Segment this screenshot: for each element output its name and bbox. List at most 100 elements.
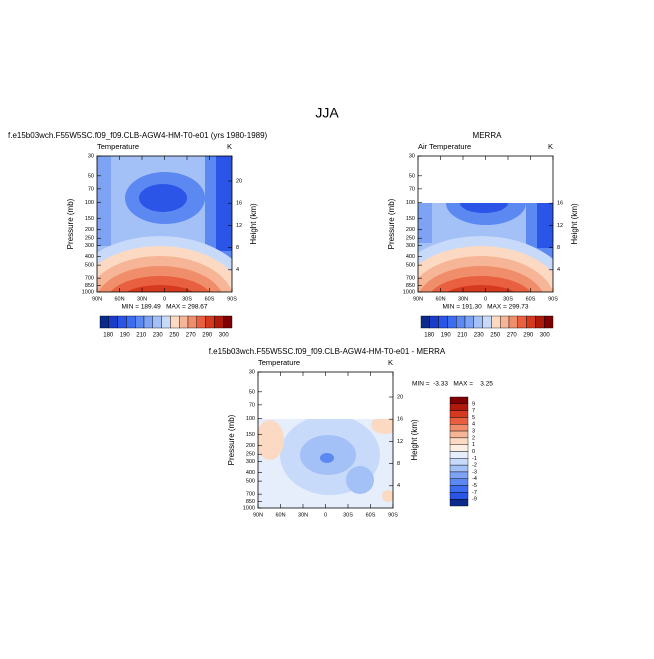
y-tick-label: 70 <box>88 186 94 192</box>
y-tick-label: 50 <box>409 173 415 179</box>
colorbar-box <box>447 315 457 329</box>
colorbar-label: 250 <box>490 333 501 339</box>
y-tick-label: 70 <box>409 186 415 192</box>
units: K <box>548 142 553 151</box>
colorbar-label: -5 <box>472 483 477 489</box>
x-tick-label: 90N <box>92 296 102 302</box>
y-tick-label: 850 <box>246 499 255 505</box>
colorbar-label: 290 <box>202 333 213 339</box>
colorbar-label: 230 <box>153 333 164 339</box>
y2-tick-label: 20 <box>397 394 403 400</box>
colorbar-box <box>178 315 189 329</box>
colorbar-box <box>449 471 469 479</box>
colorbar-box <box>449 437 469 445</box>
colorbar-box <box>508 315 519 329</box>
y-tick-label: 70 <box>249 402 255 408</box>
y-tick-label: 100 <box>246 416 255 422</box>
colorbar-box <box>535 315 545 329</box>
colorbar-box <box>117 315 127 329</box>
y-tick-label: 50 <box>249 389 255 395</box>
y2-axis-label: Height (km) <box>570 203 579 245</box>
colorbar-label: -3 <box>472 469 477 475</box>
subtitle: Temperature <box>97 142 139 151</box>
x-tick-label: 30N <box>458 296 468 302</box>
colorbar-label: -9 <box>472 497 477 503</box>
y2-tick-label: 4 <box>236 267 239 273</box>
colorbar-box <box>108 315 118 329</box>
y-tick-label: 150 <box>406 216 415 222</box>
y-tick-label: 1000 <box>403 289 415 295</box>
min-max: MIN = -3.33 MAX = 3.25 <box>412 381 493 388</box>
y-tick-label: 400 <box>85 254 94 260</box>
y-tick-label: 500 <box>85 263 94 269</box>
y2-tick-label: 8 <box>236 245 239 251</box>
y2-tick-label: 4 <box>397 483 400 489</box>
y-tick-label: 30 <box>249 369 255 375</box>
x-tick-label: 0 <box>324 512 327 518</box>
colorbar-box <box>449 396 469 405</box>
y2-tick-label: 12 <box>397 439 403 445</box>
colorbar-label: 190 <box>441 333 452 339</box>
y-tick-label: 100 <box>85 200 94 206</box>
colorbar-box <box>526 315 536 329</box>
colorbar-box <box>482 315 492 329</box>
x-tick-label: 30S <box>182 296 192 302</box>
colorbar-label: 210 <box>136 333 147 339</box>
colorbar-label: -1 <box>472 456 477 462</box>
colorbar-box <box>449 403 469 411</box>
y-tick-label: 250 <box>85 236 94 242</box>
colorbar-box <box>429 315 439 329</box>
y-tick-label: 30 <box>88 153 94 159</box>
colorbar-label: 230 <box>474 333 485 339</box>
y-tick-label: 250 <box>246 452 255 458</box>
x-tick-label: 30S <box>503 296 513 302</box>
y-tick-label: 150 <box>85 216 94 222</box>
colorbar-box <box>449 464 469 473</box>
chart-title: f.e15b03wch.F55W5SC.f09_f09.CLB-AGW4-HM-… <box>209 347 446 356</box>
y-tick-label: 200 <box>246 443 255 449</box>
colorbar-box <box>449 485 469 493</box>
colorbar-box <box>544 315 554 329</box>
colorbar-box <box>491 315 501 329</box>
colorbar-box <box>143 315 154 329</box>
colorbar-label: 7 <box>472 408 475 414</box>
y2-axis-label: Height (km) <box>249 203 258 245</box>
colorbar-box <box>449 410 469 418</box>
colorbar-box <box>473 315 483 329</box>
colorbar-label: 1 <box>472 442 475 448</box>
colorbar-box <box>517 315 527 329</box>
colorbar-box <box>99 315 110 329</box>
y2-tick-label: 8 <box>557 245 560 251</box>
colorbar-label: -2 <box>472 463 477 469</box>
y-tick-label: 500 <box>406 263 415 269</box>
colorbar-label: 210 <box>457 333 468 339</box>
colorbar-label: 9 <box>472 401 475 407</box>
chart-title: MERRA <box>473 131 503 140</box>
y-tick-label: 30 <box>409 153 415 159</box>
colorbar-box <box>187 315 198 329</box>
colorbar-box <box>205 315 215 329</box>
y2-tick-label: 12 <box>236 223 242 229</box>
x-tick-label: 60S <box>526 296 536 302</box>
y2-tick-label: 8 <box>397 461 400 467</box>
colorbar-label: 0 <box>472 449 475 455</box>
x-tick-label: 90S <box>388 512 398 518</box>
colorbar-box <box>449 478 469 486</box>
y-tick-label: 300 <box>406 243 415 249</box>
colorbar-box <box>152 315 162 329</box>
y-axis-label: Pressure (mb) <box>387 198 396 249</box>
x-tick-label: 90N <box>253 512 263 518</box>
colorbar-label: -7 <box>472 490 477 496</box>
colorbar-box <box>456 315 466 329</box>
subtitle: Air Temperature <box>418 142 471 151</box>
min-max: MIN = 189.49 MAX = 298.67 <box>122 304 208 311</box>
contour-fill <box>418 156 553 292</box>
colorbar-label: 3 <box>472 429 475 435</box>
y-tick-label: 850 <box>406 283 415 289</box>
x-tick-label: 60S <box>205 296 215 302</box>
y-tick-label: 300 <box>246 459 255 465</box>
units: K <box>227 142 232 151</box>
y2-axis-label: Height (km) <box>410 419 419 461</box>
page-title: JJA <box>315 105 339 121</box>
